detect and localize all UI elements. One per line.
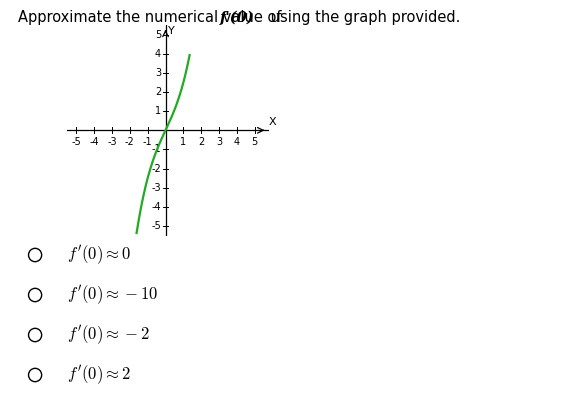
Text: -2: -2 — [125, 137, 135, 147]
Text: 5: 5 — [252, 137, 258, 147]
Text: Approximate the numerical value of: Approximate the numerical value of — [18, 10, 285, 25]
Text: 1: 1 — [155, 106, 161, 116]
Text: 4: 4 — [234, 137, 240, 147]
Text: Y: Y — [168, 26, 175, 36]
Text: 1: 1 — [180, 137, 187, 147]
Text: $f'(0) \approx 2$: $f'(0) \approx 2$ — [67, 364, 131, 387]
Text: -5: -5 — [71, 137, 81, 147]
Text: -1: -1 — [152, 144, 161, 154]
Text: -2: -2 — [152, 163, 161, 173]
Text: 5: 5 — [155, 30, 161, 40]
Text: -4: -4 — [152, 202, 161, 212]
Text: using the graph provided.: using the graph provided. — [266, 10, 460, 25]
Text: 2: 2 — [155, 87, 161, 97]
Text: -1: -1 — [143, 137, 153, 147]
Text: 3: 3 — [155, 68, 161, 78]
Text: 4: 4 — [155, 49, 161, 59]
Text: 2: 2 — [198, 137, 204, 147]
Text: -3: -3 — [152, 183, 161, 193]
Text: X: X — [268, 118, 276, 128]
Text: -5: -5 — [152, 221, 161, 231]
Text: $f'(0) \approx 0$: $f'(0) \approx 0$ — [67, 244, 132, 266]
Text: -4: -4 — [90, 137, 99, 147]
Text: f'(0): f'(0) — [219, 10, 254, 25]
Text: $f'(0) \approx -2$: $f'(0) \approx -2$ — [67, 324, 150, 347]
Text: 3: 3 — [216, 137, 222, 147]
Text: -3: -3 — [107, 137, 117, 147]
Text: $f'(0) \approx -10$: $f'(0) \approx -10$ — [67, 284, 159, 306]
